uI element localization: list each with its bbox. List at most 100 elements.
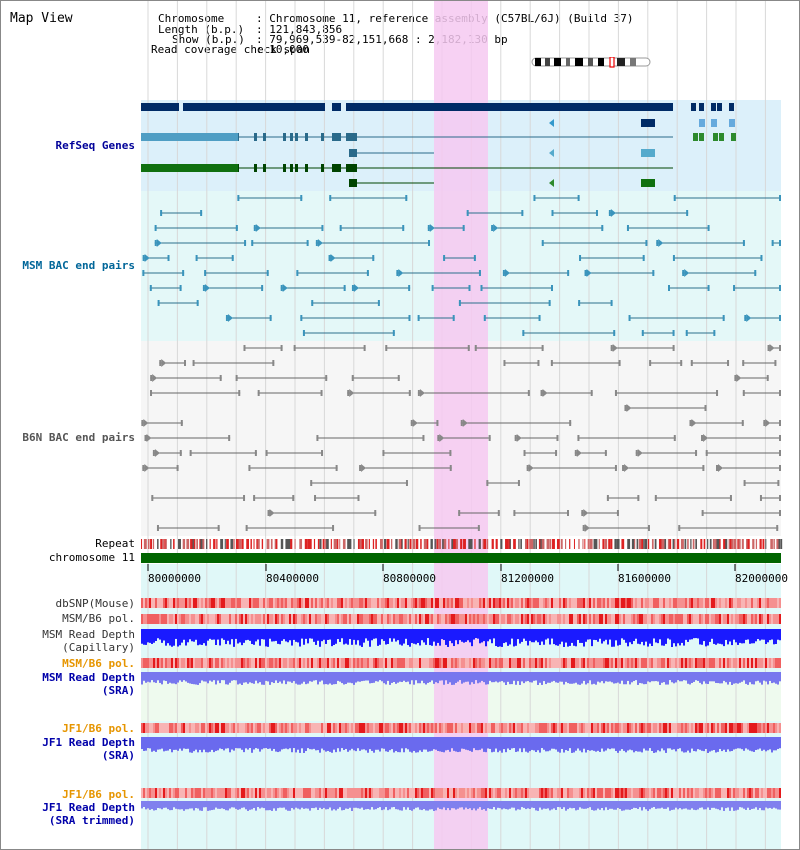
msm-bac-end [686,210,689,216]
msm-depth-sra-bar [681,672,683,682]
jf1-depth-trim-bar [529,801,531,810]
msm-depth-cap-bar [403,629,405,644]
msm-b6-pol-cell [687,614,689,624]
jf1-b6-pol-cell [149,723,151,733]
repeat-mark [337,539,339,549]
jf1-depth-sra-bar [381,737,383,749]
jf1-b6-pol-cell [547,723,549,733]
jf1-depth-sra-bar [771,737,773,753]
track-label-msm-bac[interactable]: MSM BAC end pairs [22,259,135,272]
msm-b6-pol-cell [385,614,387,624]
jf1-depth-sra-bar [285,737,287,749]
jf1-depth-trim-bar [181,801,183,810]
jf1-b6-pol-trim-cell [185,788,187,798]
jf1-depth-sra-bar [645,737,647,751]
msm-b6-pol-cell [187,614,189,624]
msm-bac-end [521,210,524,216]
jf1-depth-trim-bar [431,801,433,810]
msm-b6-pol-cell [215,614,217,624]
msm-depth-cap-bar [231,629,233,640]
jf1-depth-sra-bar [343,737,345,751]
jf1-b6-pol-cell [159,723,161,733]
jf1-b6-pol-cell [737,723,739,733]
msm-depth-cap-bar [777,629,779,640]
repeat-mark [700,539,703,549]
msm-depth-sra-bar [165,672,167,682]
msm-depth-sra-bar [385,672,387,685]
msm-b6-pol-cell [283,614,285,624]
jf1-b6-pol-cell [239,723,241,733]
msm-depth-sra-bar [567,672,569,684]
repeat-mark [173,539,175,549]
track-label-b6n-bac[interactable]: B6N BAC end pairs [22,431,135,444]
msm-b6-pol-cell [625,614,627,624]
msm-b6-pol-sra-cell [365,658,367,668]
dbsnp-cell [427,598,429,608]
jf1-depth-trim-bar [299,801,301,810]
repeat-mark [405,539,408,549]
jf1-depth-trim-bar [487,801,489,809]
msm-b6-pol-sra-cell [767,658,769,668]
jf1-depth-trim-bar [179,801,181,810]
jf1-b6-pol-trim-cell [383,788,385,798]
msm-depth-cap-bar [265,629,267,647]
msm-depth-cap-bar [695,629,697,639]
msm-b6-pol-cell [743,614,745,624]
repeat-mark [285,539,289,549]
b6n-bac-end [759,495,762,501]
msm-bac-end [428,240,431,246]
msm-depth-sra-bar [427,672,429,683]
jf1-depth-sra-bar [735,737,737,749]
msm-depth-cap-bar [775,629,777,644]
chromosome-ideogram[interactable] [531,53,651,68]
jf1-depth-trim-bar [699,801,701,808]
msm-b6-pol-cell [641,614,643,624]
msm-depth-cap-bar [325,629,327,644]
dbsnp-cell [423,598,425,608]
jf1-depth-sra-bar [279,737,281,752]
msm-depth-cap-bar [281,629,283,641]
msm-b6-pol-cell [667,614,669,624]
dbsnp-cell [165,598,167,608]
dbsnp-cell [635,598,637,608]
msm-b6-pol-cell [351,614,353,624]
jf1-depth-trim-bar [219,801,221,809]
jf1-b6-pol-trim-cell [623,788,625,798]
dbsnp-cell [209,598,211,608]
jf1-depth-trim-bar [369,801,371,810]
repeat-mark [330,539,332,549]
track-label-refseq[interactable]: RefSeq Genes [55,139,135,152]
jf1-b6-pol-trim-cell [157,788,159,798]
msm-depth-sra-bar [245,672,247,683]
jf1-b6-pol-cell [253,723,255,733]
jf1-depth-sra-bar [599,737,601,752]
msm-depth-sra-bar [477,672,479,684]
jf1-depth-sra-bar [683,737,685,753]
jf1-b6-pol-cell [519,723,521,733]
msm-b6-pol-cell [155,614,157,624]
jf1-b6-pol-trim-cell [339,788,341,798]
jf1-b6-pol-trim-cell [703,788,705,798]
msm-b6-pol-sra-cell [611,658,613,668]
b6n-bac-end [408,390,411,396]
msm-depth-sra-bar [517,672,519,682]
dbsnp-cell [385,598,387,608]
msm-b6-pol-sra-cell [307,658,309,668]
jf1-b6-pol-cell [381,723,383,733]
msm-bac-end [707,225,710,231]
b6n-bac-end [734,375,737,381]
msm-bac-end [628,315,631,321]
jf1-b6-pol-trim-cell [259,788,261,798]
jf1-depth-sra-bar [545,737,547,752]
repeat-mark [415,539,419,549]
jf1-b6-pol-cell [603,723,605,733]
msm-depth-sra-bar [689,672,691,685]
msm-b6-pol-sra-cell [401,658,403,668]
msm-depth-sra-bar [747,672,749,685]
jf1-depth-sra-bar [257,737,259,749]
jf1-depth-sra-bar [587,737,589,750]
msm-depth-sra-bar [151,672,153,681]
jf1-depth-sra-bar [729,737,731,752]
msm-b6-pol-sra-cell [235,658,237,668]
msm-depth-cap-bar [223,629,225,640]
